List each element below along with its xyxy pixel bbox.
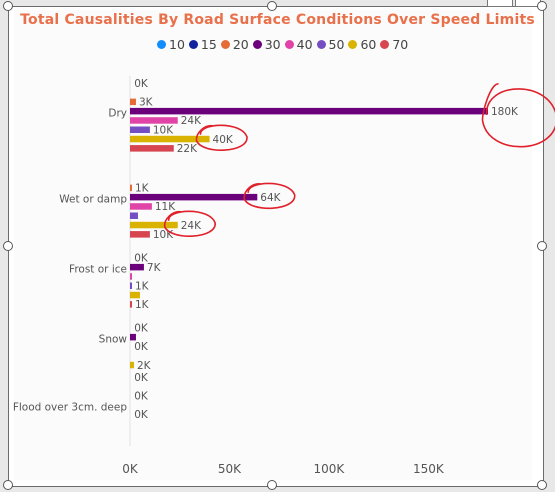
legend-item[interactable]: 40 bbox=[284, 36, 313, 52]
annotation-circle bbox=[481, 83, 555, 148]
x-tick-label: 100K bbox=[313, 462, 345, 476]
bar bbox=[130, 291, 140, 299]
legend-marker bbox=[380, 39, 390, 49]
legend-label: 50 bbox=[328, 36, 345, 52]
category-label: Snow bbox=[99, 334, 128, 346]
data-label: 10K bbox=[153, 229, 174, 241]
data-label: 0K bbox=[134, 253, 149, 265]
legend-marker bbox=[284, 39, 294, 49]
category-label: Dry bbox=[108, 108, 127, 120]
legend-item[interactable]: 30 bbox=[252, 36, 281, 52]
x-tick-label: 50K bbox=[218, 462, 242, 476]
resize-handle-bottom-left[interactable] bbox=[3, 480, 13, 490]
bar bbox=[130, 212, 138, 219]
data-label: 0K bbox=[134, 409, 149, 421]
x-tick-label: 0K bbox=[122, 462, 139, 476]
category-label: Frost or ice bbox=[69, 264, 127, 276]
legend-label: 10 bbox=[169, 36, 185, 52]
data-label: 0K bbox=[134, 341, 149, 353]
bar bbox=[130, 145, 174, 152]
data-label: 1K bbox=[135, 183, 150, 195]
resize-handle-top-left[interactable] bbox=[3, 1, 13, 11]
data-label: 1K bbox=[135, 281, 150, 293]
data-label: 7K bbox=[147, 262, 162, 274]
data-label: 40K bbox=[213, 134, 234, 146]
data-label: 1K bbox=[135, 299, 150, 311]
data-label: 0K bbox=[134, 372, 149, 384]
resize-handle-right[interactable] bbox=[537, 241, 547, 251]
bar bbox=[130, 126, 150, 133]
data-label: 0K bbox=[134, 78, 149, 90]
legend-marker bbox=[348, 39, 358, 49]
legend-label: 70 bbox=[392, 36, 409, 52]
legend-label: 40 bbox=[296, 36, 313, 52]
data-label: 0K bbox=[134, 323, 149, 335]
data-label: 3K bbox=[139, 97, 154, 109]
bar bbox=[130, 117, 178, 124]
bar bbox=[130, 107, 488, 115]
data-label: 11K bbox=[155, 201, 176, 213]
legend-label: 15 bbox=[200, 36, 217, 52]
legend-label: 60 bbox=[360, 36, 377, 52]
legend-item[interactable]: 15 bbox=[188, 36, 217, 52]
bar bbox=[130, 301, 132, 308]
bar bbox=[130, 273, 132, 280]
chart-legend[interactable]: 10 15 20 30 40 50 60 70 bbox=[157, 36, 412, 52]
data-label: 24K bbox=[181, 220, 202, 232]
legend-item[interactable]: 50 bbox=[316, 36, 345, 52]
bar bbox=[130, 361, 134, 369]
legend-label: 30 bbox=[264, 36, 281, 52]
bar bbox=[130, 184, 132, 192]
bar bbox=[130, 263, 144, 271]
bar bbox=[130, 333, 136, 341]
legend-marker bbox=[316, 39, 326, 49]
data-label: 64K bbox=[260, 192, 281, 204]
filter-icon[interactable] bbox=[487, 0, 513, 7]
legend-marker bbox=[252, 39, 262, 49]
legend-label: 20 bbox=[232, 36, 249, 52]
data-label: 24K bbox=[181, 115, 202, 127]
data-label: 180K bbox=[491, 106, 519, 118]
data-label: 10K bbox=[153, 125, 174, 137]
bar bbox=[130, 193, 258, 201]
bar bbox=[130, 231, 150, 238]
legend-item[interactable]: 20 bbox=[220, 36, 249, 52]
chart-background bbox=[14, 10, 532, 480]
x-tick-label: 150K bbox=[413, 462, 445, 476]
bar bbox=[130, 135, 210, 143]
bar bbox=[130, 282, 132, 289]
category-label: Flood over 3cm. deep bbox=[13, 402, 128, 414]
category-label: Wet or damp bbox=[59, 194, 127, 206]
resize-handle-left[interactable] bbox=[3, 241, 13, 251]
chart-title: Total Causalities By Road Surface Condit… bbox=[20, 12, 535, 28]
legend-marker bbox=[188, 39, 198, 49]
annotation-circle bbox=[195, 124, 248, 151]
legend-item[interactable]: 70 bbox=[380, 37, 408, 52]
legend-marker bbox=[220, 39, 230, 49]
data-label: 0K bbox=[134, 391, 149, 403]
resize-handle-bottom-right[interactable] bbox=[537, 480, 547, 490]
bar bbox=[130, 221, 178, 229]
bar bbox=[130, 98, 136, 106]
data-label: 22K bbox=[177, 143, 198, 155]
bar bbox=[130, 203, 152, 210]
legend-marker bbox=[157, 39, 166, 49]
annotation-circle bbox=[163, 210, 216, 237]
resize-handle-bottom[interactable] bbox=[267, 480, 277, 490]
legend-item[interactable]: 60 bbox=[348, 37, 376, 52]
annotation-circle bbox=[243, 182, 296, 210]
legend-item[interactable]: 10 bbox=[157, 37, 185, 52]
resize-handle-top[interactable] bbox=[267, 1, 277, 11]
resize-handle-top-right[interactable] bbox=[537, 1, 547, 11]
data-label: 2K bbox=[137, 360, 152, 372]
